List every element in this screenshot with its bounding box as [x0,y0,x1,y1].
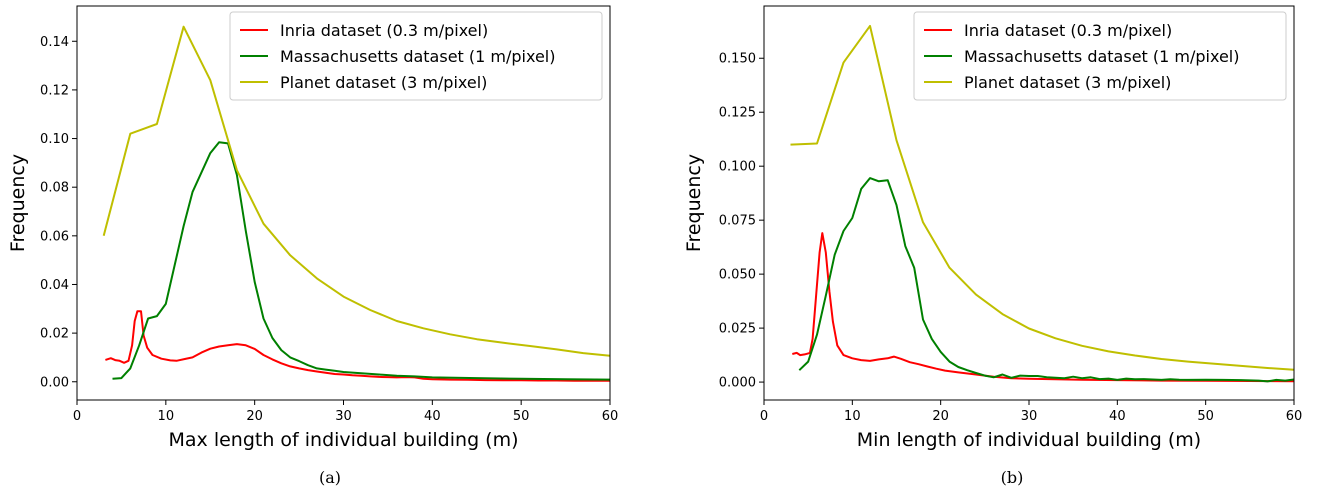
y-tick-label: 0.14 [40,35,69,50]
legend-entry: Massachusetts dataset (1 m/pixel) [280,47,555,66]
chart-panel-b: 0 10 20 30 40 50 60 0.000 0.025 0.050 0.075 0.100 0.… [683,5,1303,487]
y-tick-label: 0.150 [719,52,756,67]
series-line-0 [105,310,610,382]
figure-caption: (a) [319,468,341,487]
y-tick-label: 0.08 [40,181,69,196]
x-tick-label: 40 [424,409,441,424]
x-tick-label: 10 [844,409,861,424]
x-tick-label: 30 [335,409,352,424]
x-tick-label: 60 [1286,409,1303,424]
series-line-0 [792,232,1295,383]
legend: Inria dataset (0.3 m/pixel) Massachusetts… [913,11,1287,101]
y-tick-label: 0.10 [40,132,69,147]
y-tick-label: 0.025 [719,322,756,337]
y-tick-label: 0.02 [40,327,69,342]
y-tick-label: 0.125 [719,106,756,121]
legend-entry: Planet dataset (3 m/pixel) [280,73,487,92]
y-tick-label: 0.100 [719,160,756,175]
legend-box [229,11,603,101]
x-tick-label: 0 [73,409,81,424]
x-tick-label: 10 [158,409,175,424]
legend-entry: Inria dataset (0.3 m/pixel) [280,21,488,40]
y-axis-label: Frequency [7,154,29,252]
figure-caption: (b) [1001,468,1024,487]
x-tick-label: 60 [602,409,619,424]
y-tick-label: 0.050 [719,268,756,283]
legend-entry: Massachusetts dataset (1 m/pixel) [964,47,1239,66]
series-line-1 [798,177,1295,383]
y-tick-label: 0.075 [719,214,756,229]
x-tick-label: 0 [760,409,768,424]
x-tick-label: 30 [1021,409,1038,424]
y-tick-label: 0.04 [40,278,69,293]
legend-entry: Planet dataset (3 m/pixel) [964,73,1171,92]
y-tick-label: 0.12 [40,83,69,98]
legend-box [913,11,1287,101]
y-tick-label: 0.00 [40,375,69,390]
y-tick-label: 0.06 [40,229,69,244]
x-tick-label: 20 [246,409,263,424]
x-axis-label: Max length of individual building (m) [169,429,519,451]
x-axis-label: Min length of individual building (m) [857,429,1201,451]
x-tick-label: 20 [932,409,949,424]
chart-panel-a: 0 10 20 30 40 50 60 0.00 0.02 0.04 0.06 0.08 0.10 0.1… [7,5,619,487]
legend: Inria dataset (0.3 m/pixel) Massachusetts… [229,11,603,101]
legend-entry: Inria dataset (0.3 m/pixel) [964,21,1172,40]
x-tick-label: 40 [1109,409,1126,424]
series-line-2 [790,24,1295,371]
x-tick-label: 50 [1197,409,1214,424]
series-line-1 [112,141,611,381]
series-line-2 [102,25,611,357]
y-axis-label: Frequency [683,154,705,252]
y-tick-label: 0.000 [719,376,756,391]
x-tick-label: 50 [513,409,530,424]
